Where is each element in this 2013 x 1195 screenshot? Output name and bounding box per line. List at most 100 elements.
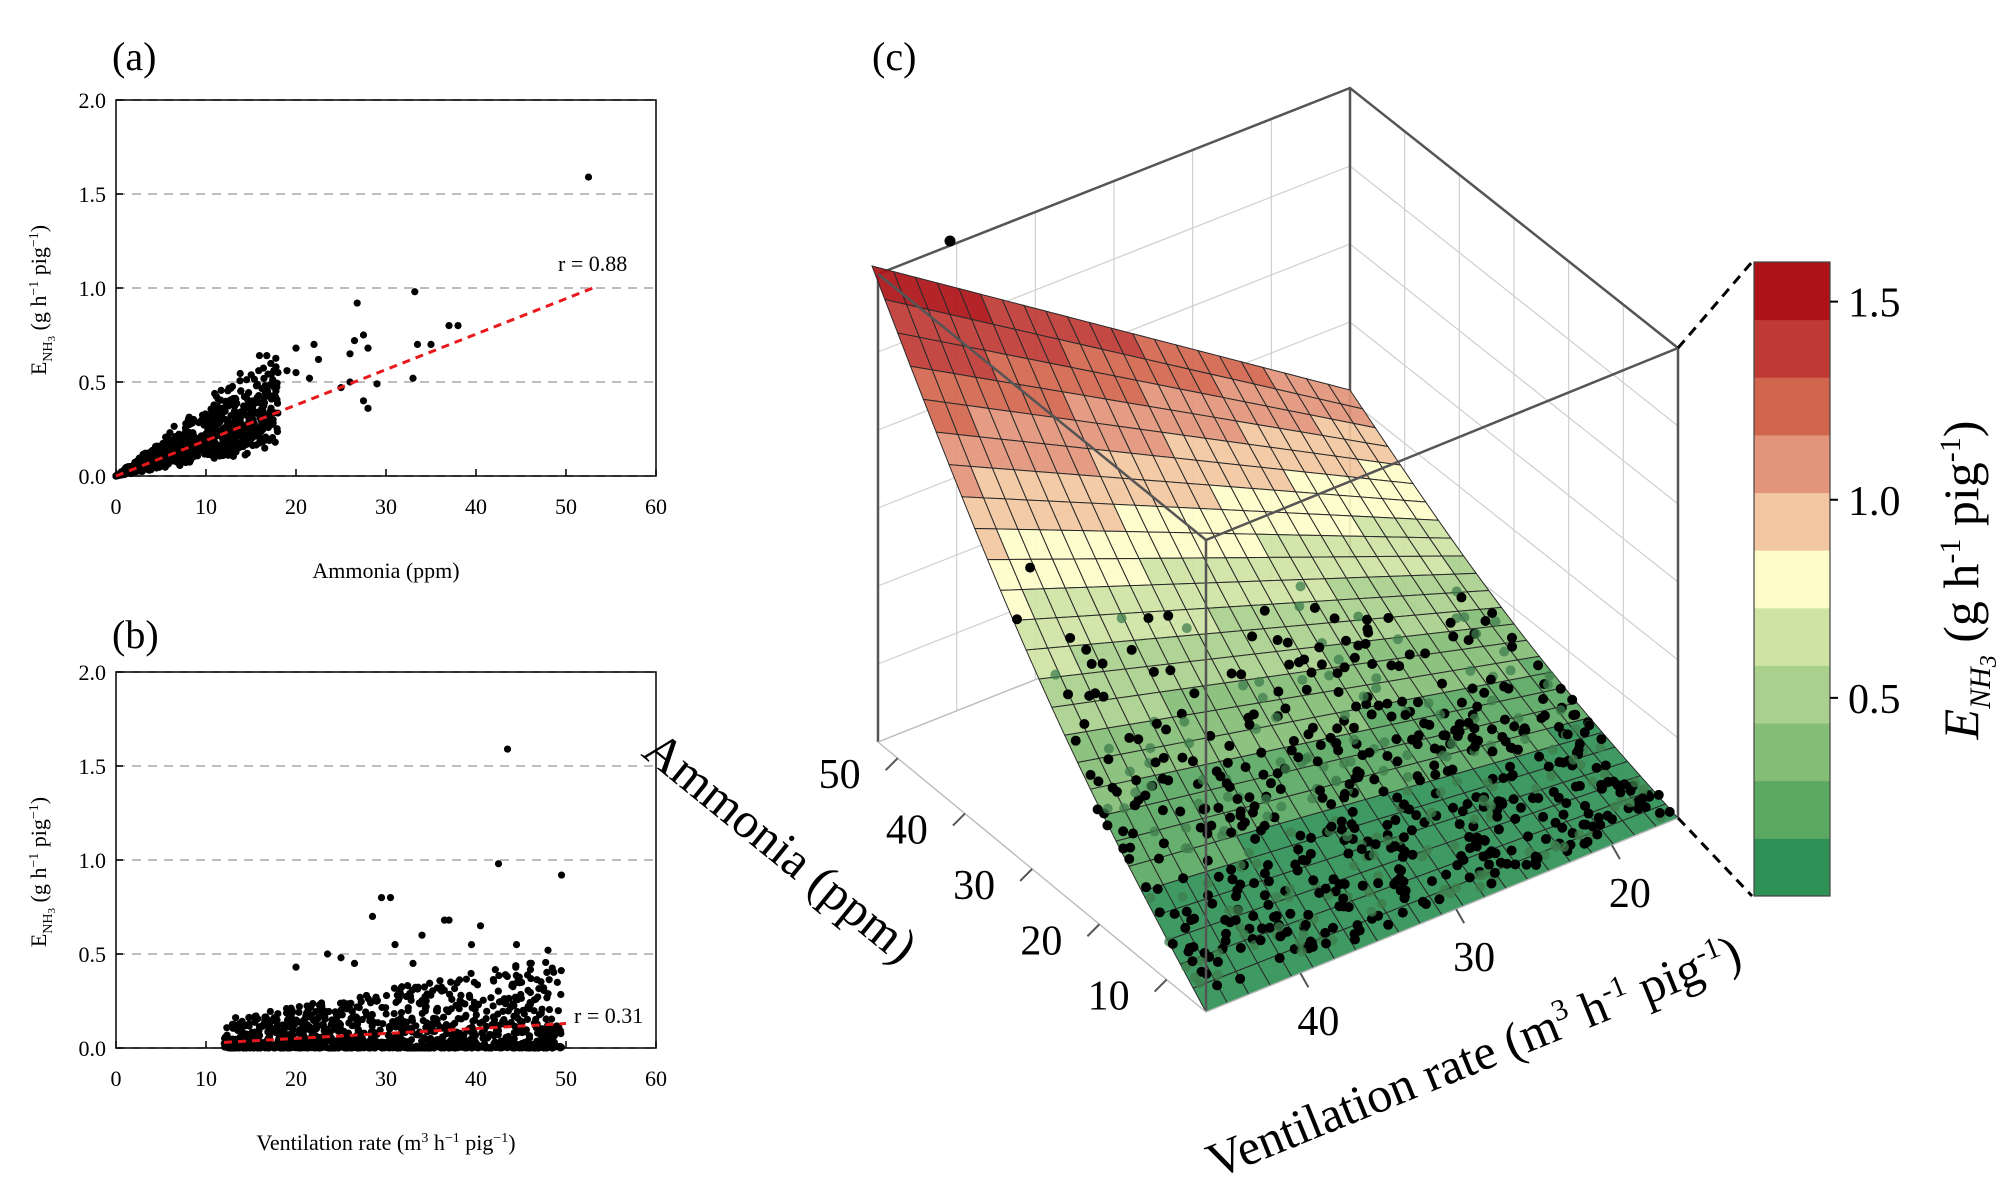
c-point: [1477, 870, 1488, 881]
b-cloud-point: [444, 1008, 452, 1016]
a-point-12: [346, 350, 354, 358]
c-point: [1391, 734, 1402, 745]
b-cloud-point: [494, 1027, 503, 1035]
c-point: [1315, 740, 1326, 751]
c-point: [1220, 914, 1231, 925]
c-colorbar-band-9: [1754, 319, 1830, 378]
a-cloud-point: [264, 392, 272, 400]
c-point: [1389, 841, 1400, 852]
c-point: [1236, 669, 1247, 680]
c-point: [1103, 743, 1114, 754]
b-cloud-point: [557, 1030, 565, 1038]
c-point: [1332, 668, 1343, 679]
c-point: [1333, 686, 1344, 697]
a-point-3: [445, 322, 453, 330]
c-point: [1177, 891, 1188, 902]
panel-c-colorbar-label: ENH3 (g h-1 pig-1): [1933, 421, 2002, 741]
b-cloud-point: [270, 1044, 278, 1052]
c-point: [1391, 876, 1402, 887]
b-cloud-point: [418, 996, 426, 1005]
c-point: [1221, 928, 1232, 939]
a-cloud-point: [198, 411, 207, 419]
b-cloud-point: [504, 1032, 513, 1041]
c-point: [1265, 778, 1276, 789]
b-cloud-point: [307, 1011, 315, 1019]
c-point: [1506, 771, 1517, 782]
c-point: [1235, 860, 1246, 871]
c-point: [1133, 734, 1144, 745]
c-point: [1512, 744, 1523, 755]
b-point-15: [391, 941, 399, 949]
c-point: [1070, 735, 1081, 746]
c-point: [1527, 793, 1538, 804]
b-cloud-point: [517, 990, 525, 999]
c-point: [1534, 751, 1545, 762]
c-point: [1521, 859, 1532, 870]
c-point: [1596, 783, 1607, 794]
c-point: [1212, 980, 1223, 991]
c-point: [1447, 738, 1458, 749]
c-point: [1430, 769, 1441, 780]
c-cbar-tick-label-2: 1.5: [1848, 281, 1901, 327]
b-cloud-point: [472, 1011, 480, 1019]
c-point: [1244, 792, 1255, 803]
b-point-14: [337, 954, 345, 962]
b-cloud-point: [288, 1019, 296, 1028]
c-point: [1356, 844, 1367, 855]
b-cloud-point: [223, 1031, 231, 1039]
b-cloud-point: [547, 1015, 556, 1023]
c-point: [1212, 956, 1223, 967]
c-point: [1343, 848, 1354, 859]
b-cloud-point: [553, 978, 561, 986]
c-point: [1664, 806, 1675, 817]
c-point: [1180, 843, 1191, 854]
a-cloud-point: [175, 459, 183, 467]
c-point: [1633, 803, 1644, 814]
c-colorbar-band-2: [1754, 723, 1830, 782]
panel-b-label: (b): [112, 612, 159, 657]
a-cloud-point: [272, 354, 280, 362]
c-point: [1258, 769, 1269, 780]
c-colorbar-band-1: [1754, 780, 1830, 839]
c-point: [1259, 868, 1270, 879]
c-point: [1485, 674, 1496, 685]
b-cloud-point: [278, 1021, 287, 1029]
a-cloud-point: [182, 436, 190, 444]
c-point: [1176, 708, 1187, 719]
c-point: [1348, 860, 1359, 871]
panel-b-ylabel: ENH3 (g h−1 pig−1): [26, 797, 58, 947]
b-cloud-point: [515, 973, 523, 981]
c-point: [1441, 751, 1452, 762]
b-point-0: [503, 745, 512, 753]
a-cloud-point: [273, 383, 281, 391]
a-cloud-point: [162, 433, 170, 441]
b-cloud-point: [390, 1009, 398, 1018]
b-cloud-point: [268, 1024, 276, 1033]
b-cloud-point: [285, 1031, 293, 1039]
b-cloud-point: [455, 1005, 463, 1013]
a-point-1: [411, 288, 419, 296]
c-point: [1449, 840, 1460, 851]
c-point: [1637, 793, 1648, 804]
b-cloud-point: [463, 1044, 471, 1052]
c-point: [1397, 696, 1408, 707]
b-cloud-point: [467, 969, 475, 978]
b-point-1: [494, 860, 503, 868]
c-point: [1235, 806, 1246, 817]
c-point: [1273, 686, 1284, 697]
c-point: [1249, 878, 1260, 889]
b-ytick-label-1: 0.5: [79, 942, 107, 967]
b-cloud-point: [542, 1015, 550, 1023]
b-cloud-point: [404, 1004, 412, 1012]
b-cloud-point: [325, 1007, 333, 1016]
c-point: [1326, 821, 1337, 832]
c-point: [1235, 973, 1246, 984]
c-point: [1558, 842, 1569, 853]
c-point: [1378, 786, 1389, 797]
c-point: [1093, 776, 1104, 787]
c-point: [1467, 683, 1478, 694]
c-point: [1495, 857, 1506, 868]
a-cloud-point: [161, 444, 169, 453]
c-colorbar-band-8: [1754, 377, 1830, 436]
